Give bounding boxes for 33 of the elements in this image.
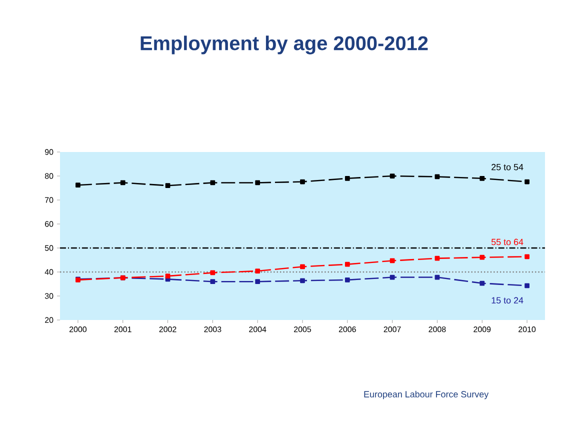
point	[165, 274, 170, 279]
point	[344, 277, 350, 282]
point	[344, 262, 350, 267]
point	[434, 174, 440, 180]
point	[210, 279, 216, 284]
point	[480, 176, 485, 181]
point	[390, 258, 395, 264]
series-label: 15 to 24	[492, 297, 524, 304]
text: European Labour Force Survey	[364, 390, 489, 400]
series-label: 25 to 54	[492, 164, 524, 170]
point	[390, 174, 395, 178]
point	[434, 274, 440, 280]
point	[210, 270, 216, 276]
point	[120, 180, 126, 186]
point	[524, 254, 530, 260]
point	[524, 179, 530, 184]
point	[255, 180, 260, 186]
point	[300, 264, 305, 270]
point	[165, 183, 170, 188]
chart-title: Employment by age 2000-2012	[140, 36, 428, 54]
point	[480, 254, 485, 260]
point	[524, 283, 530, 288]
point	[390, 274, 395, 280]
point	[255, 279, 260, 284]
point	[480, 280, 485, 286]
point	[255, 268, 260, 274]
point	[300, 179, 305, 184]
point	[300, 278, 305, 284]
point	[210, 180, 216, 186]
point	[434, 256, 440, 261]
point	[344, 176, 350, 181]
point	[76, 182, 80, 188]
series-label: 55 to 64	[491, 238, 524, 246]
